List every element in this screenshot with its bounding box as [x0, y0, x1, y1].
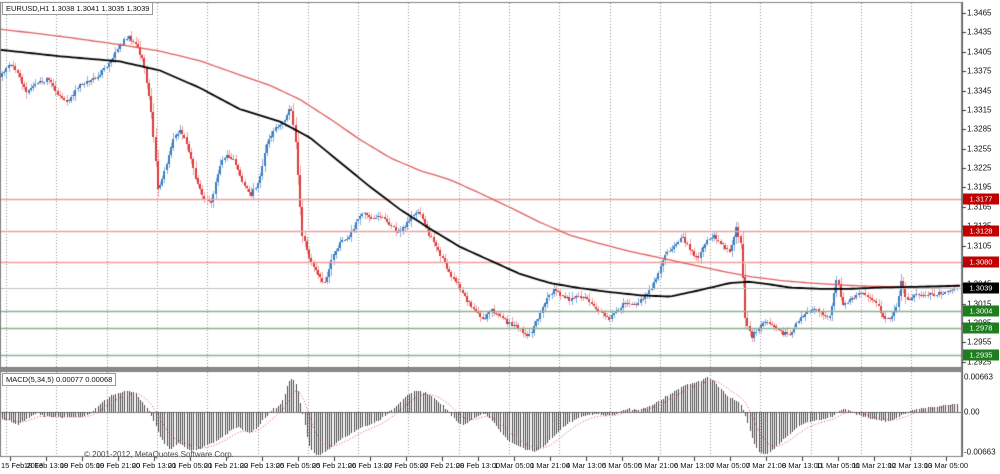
copyright-notice: © 2001-2012, MetaQuotes Software Corp. — [84, 450, 234, 459]
resistance-price-badge: 1.3080 — [963, 256, 999, 268]
time-axis-label: 5 Mar 21:00 — [637, 461, 679, 470]
time-axis-label: 13 Mar 05:00 — [923, 461, 969, 470]
time-axis-label: 18 Feb 13:00 — [23, 461, 69, 470]
macd-indicator-overlay: MACD(5,34,5) 0.00077 0.00068 — [2, 373, 117, 386]
price-tick-label: 1.3255 — [967, 144, 992, 154]
time-axis-label: 1 Mar 05:00 — [493, 461, 535, 470]
time-axis-label: 19 Feb 21:00 — [95, 461, 141, 470]
time-axis-label: 25 Feb 05:00 — [275, 461, 321, 470]
time-axis-label: 1 Mar 21:00 — [529, 461, 571, 470]
time-axis-label: 28 Feb 13:00 — [455, 461, 501, 470]
time-axis-label: 21 Feb 21:00 — [203, 461, 249, 470]
time-axis-label: 22 Feb 13:00 — [239, 461, 285, 470]
price-tick-label: 1.2925 — [967, 357, 992, 367]
price-tick-label: 1.3165 — [967, 202, 992, 212]
time-axis-label: 19 Feb 05:00 — [59, 461, 105, 470]
time-axis-label: 21 Feb 05:00 — [167, 461, 213, 470]
time-axis-label: 27 Feb 21:00 — [419, 461, 465, 470]
time-axis-label: 7 Mar 21:00 — [745, 461, 787, 470]
price-tick-label: 1.3195 — [967, 182, 992, 192]
resistance-price-badge: 1.3177 — [963, 193, 999, 205]
time-axis-label: 11 Mar 21:00 — [852, 461, 896, 470]
macd-tick-label: 0.00 — [964, 407, 980, 417]
current_price-price-badge: 1.3039 — [963, 282, 999, 294]
price-tick-label: 1.3285 — [967, 124, 992, 134]
price-tick-label: 1.3435 — [967, 27, 992, 37]
time-axis-label: 25 Feb 21:00 — [311, 461, 357, 470]
time-axis-label: 4 Mar 13:00 — [565, 461, 607, 470]
price-tick-label: 1.3345 — [967, 86, 992, 96]
support-price-badge: 1.3004 — [963, 305, 999, 317]
macd-tick-label: -0.00663 — [964, 447, 996, 457]
time-axis-label: 8 Mar 13:00 — [781, 461, 823, 470]
price-tick-label: 1.3465 — [967, 8, 992, 18]
time-axis-label: 20 Feb 13:00 — [131, 461, 177, 470]
symbol-ohlc-overlay: EURUSD,H1 1.3038 1.3041 1.3035 1.3039 — [2, 2, 154, 15]
support-price-badge: 1.2935 — [963, 349, 999, 361]
resistance-price-badge: 1.3128 — [963, 225, 999, 237]
time-axis-label: 15 Feb 2013 — [1, 461, 44, 470]
time-axis-label: 6 Mar 13:00 — [673, 461, 715, 470]
time-axis-label: 27 Feb 05:00 — [383, 461, 429, 470]
time-axis-label: 5 Mar 05:00 — [601, 461, 643, 470]
macd-tick-label: 0.00663 — [964, 372, 993, 382]
price-tick-label: 1.3105 — [967, 241, 992, 251]
price-tick-label: 1.3375 — [967, 66, 992, 76]
time-axis-label: 12 Mar 13:00 — [887, 461, 933, 470]
time-axis-label: 26 Feb 13:00 — [347, 461, 393, 470]
price-tick-label: 1.3015 — [967, 299, 992, 309]
price-tick-label: 1.3405 — [967, 47, 992, 57]
price-tick-label: 1.3315 — [967, 105, 992, 115]
time-axis-label: 7 Mar 05:00 — [709, 461, 751, 470]
price-tick-label: 1.3225 — [967, 163, 992, 173]
time-axis-label: 11 Mar 05:00 — [816, 461, 860, 470]
price-tick-label: 1.2955 — [967, 337, 992, 347]
support-price-badge: 1.2978 — [963, 322, 999, 334]
